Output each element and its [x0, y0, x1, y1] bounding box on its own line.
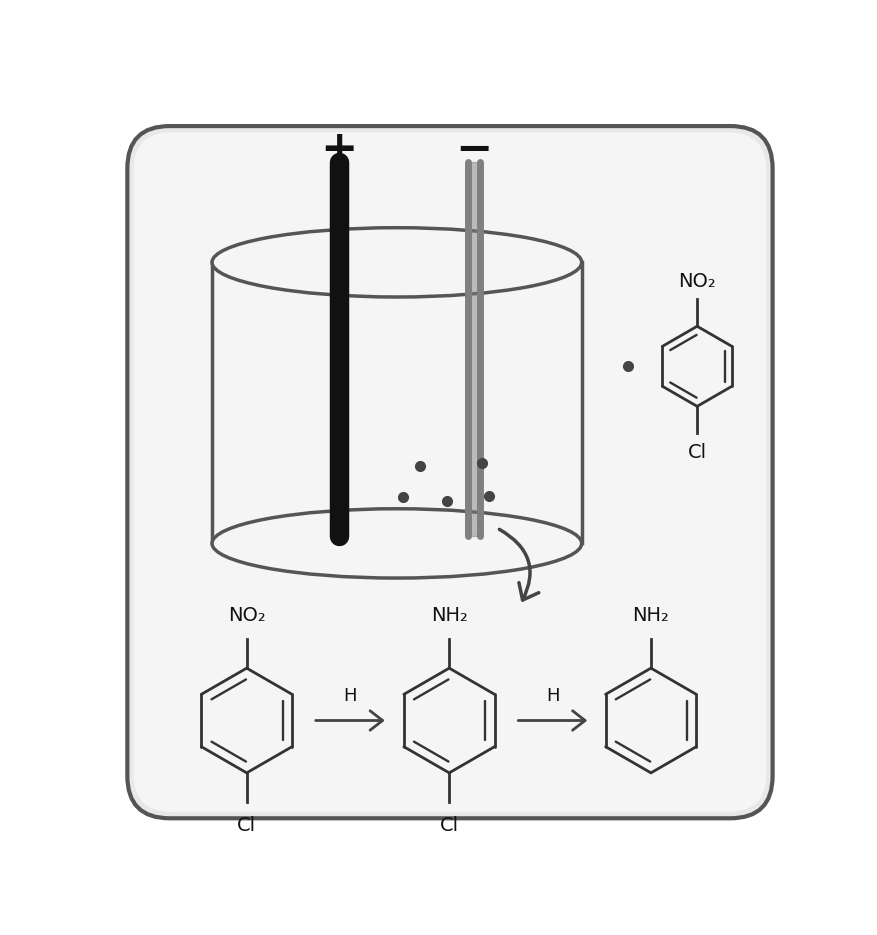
- Text: −: −: [454, 128, 492, 171]
- Text: Cl: Cl: [439, 815, 459, 835]
- Text: NO₂: NO₂: [678, 272, 716, 291]
- Text: Cl: Cl: [687, 443, 706, 462]
- Text: H: H: [545, 687, 559, 705]
- Text: NO₂: NO₂: [227, 606, 265, 626]
- Ellipse shape: [212, 228, 581, 297]
- Ellipse shape: [212, 509, 581, 578]
- FancyBboxPatch shape: [133, 132, 766, 813]
- FancyArrowPatch shape: [517, 711, 584, 730]
- Text: NH₂: NH₂: [431, 606, 467, 626]
- Text: +: +: [320, 128, 357, 171]
- Text: Cl: Cl: [237, 815, 256, 835]
- Text: H: H: [343, 687, 357, 705]
- FancyArrowPatch shape: [316, 711, 382, 730]
- FancyArrowPatch shape: [499, 529, 538, 600]
- FancyBboxPatch shape: [127, 126, 772, 818]
- Text: NH₂: NH₂: [631, 606, 668, 626]
